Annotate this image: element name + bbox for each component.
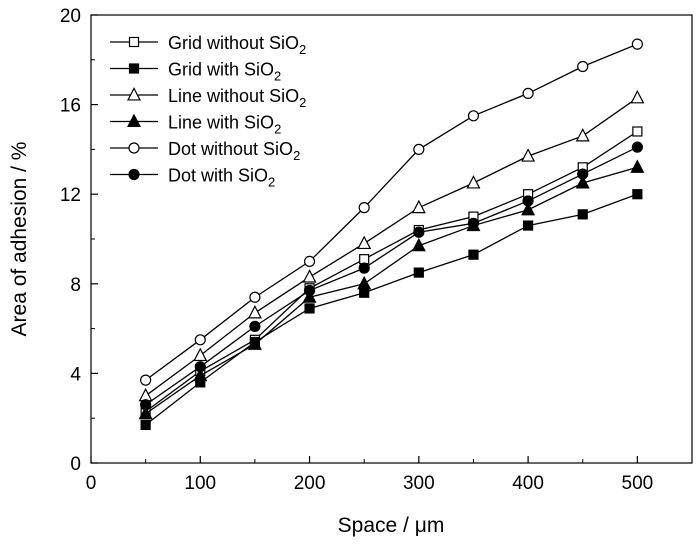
data-point xyxy=(631,38,643,50)
data-point xyxy=(631,141,643,153)
legend-entry: Line without SiO2 xyxy=(110,86,306,110)
series-line xyxy=(145,166,638,415)
series-4 xyxy=(140,38,643,386)
legend-entry: Dot with SiO2 xyxy=(110,166,275,190)
legend-label: Dot with SiO2 xyxy=(168,166,275,190)
series-2 xyxy=(138,89,645,402)
x-axis-label: Space / μm xyxy=(338,514,445,537)
series-line xyxy=(145,43,638,381)
data-point xyxy=(466,175,481,189)
data-point xyxy=(521,148,536,162)
x-tick-label: 100 xyxy=(184,473,216,494)
data-point xyxy=(577,60,589,73)
data-point xyxy=(357,235,372,250)
legend-entry: Dot without SiO2 xyxy=(110,139,300,163)
data-point xyxy=(359,287,370,298)
data-point xyxy=(413,226,425,238)
data-point xyxy=(575,175,590,189)
legend-marker xyxy=(127,113,141,128)
data-point xyxy=(194,334,206,346)
data-point xyxy=(303,255,316,267)
data-point xyxy=(193,347,208,362)
data-point xyxy=(468,249,479,260)
data-point xyxy=(358,262,370,274)
data-point xyxy=(140,419,151,431)
y-tick-label: 0 xyxy=(70,454,81,475)
series-layer xyxy=(138,38,645,431)
data-point xyxy=(575,128,590,142)
series-line xyxy=(145,130,638,413)
legend-marker xyxy=(128,142,140,154)
axis-ticks: 0 100 200 300 400 500 0 4 8 12 16 20 xyxy=(60,6,653,494)
legend-marker xyxy=(127,87,141,101)
legend-entry: Grid with SiO2 xyxy=(110,60,281,84)
data-point xyxy=(630,89,645,104)
data-point xyxy=(521,201,536,216)
y-tick-label: 16 xyxy=(60,96,81,117)
legend-marker xyxy=(128,168,140,181)
data-point xyxy=(247,305,262,319)
data-point xyxy=(522,195,534,207)
y-tick-label: 4 xyxy=(70,364,81,385)
series-line xyxy=(145,146,638,406)
data-point xyxy=(577,209,588,220)
legend-marker xyxy=(128,63,140,74)
data-point xyxy=(194,361,206,373)
legend-entry: Line with SiO2 xyxy=(110,113,281,137)
data-point xyxy=(632,189,643,200)
series-3 xyxy=(138,159,645,420)
data-point xyxy=(522,87,534,100)
data-point xyxy=(411,237,426,252)
y-tick-label: 12 xyxy=(60,185,81,206)
data-point xyxy=(630,159,645,173)
series-line xyxy=(145,97,638,397)
data-point xyxy=(302,289,317,303)
data-point xyxy=(140,399,152,411)
legend-label: Line without SiO2 xyxy=(168,86,306,110)
data-point xyxy=(632,126,643,137)
data-point xyxy=(413,143,425,155)
data-point xyxy=(249,320,261,332)
x-tick-label: 400 xyxy=(512,473,544,494)
x-tick-label: 0 xyxy=(86,473,97,494)
data-point xyxy=(138,405,153,420)
legend-label: Dot without SiO2 xyxy=(168,139,300,163)
x-tick-label: 500 xyxy=(622,473,654,494)
data-point xyxy=(522,220,534,231)
legend-entry: Grid without SiO2 xyxy=(110,33,306,57)
data-point xyxy=(467,217,480,229)
data-point xyxy=(357,275,372,290)
data-point xyxy=(138,387,153,402)
data-point xyxy=(577,168,589,180)
data-point xyxy=(304,303,315,314)
series-5 xyxy=(140,141,643,411)
data-point xyxy=(249,291,261,303)
data-point xyxy=(358,202,370,214)
data-point xyxy=(247,336,262,350)
data-point xyxy=(140,374,152,386)
legend-marker xyxy=(128,36,140,48)
data-point xyxy=(413,267,424,278)
y-tick-label: 20 xyxy=(60,6,81,27)
data-point xyxy=(303,284,316,297)
y-tick-label: 8 xyxy=(70,275,81,296)
plot-area-frame xyxy=(90,14,693,464)
data-point xyxy=(193,367,208,382)
legend-label: Line with SiO2 xyxy=(168,113,281,137)
x-tick-label: 300 xyxy=(403,473,435,494)
series-line xyxy=(145,193,638,426)
data-point xyxy=(467,110,480,122)
legend-label: Grid without SiO2 xyxy=(168,33,306,57)
y-axis-label: Area of adhesion / % xyxy=(8,142,31,337)
data-point xyxy=(359,254,370,265)
legend-label: Grid with SiO2 xyxy=(168,60,281,84)
data-point xyxy=(411,199,426,214)
data-point xyxy=(302,269,317,283)
x-tick-label: 200 xyxy=(294,473,326,494)
